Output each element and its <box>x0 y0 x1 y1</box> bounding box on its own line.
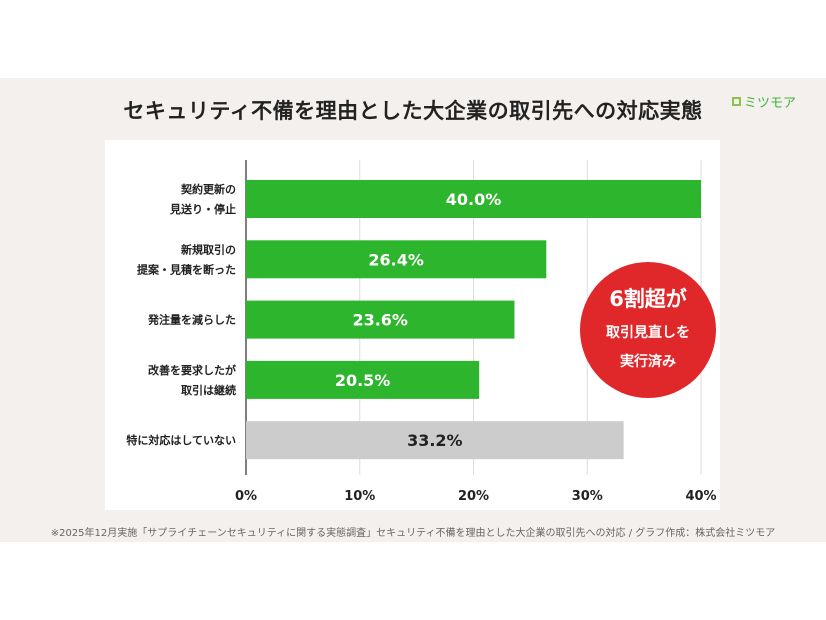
data-label: 33.2% <box>407 431 463 450</box>
category-label: 特に対応はしていない <box>126 433 236 447</box>
x-tick-label: 30% <box>572 489 603 504</box>
data-label: 26.4% <box>368 250 424 269</box>
x-tick-label: 10% <box>344 489 375 504</box>
x-tick-label: 0% <box>235 489 257 504</box>
callout-line2: 取引見直しを <box>606 324 690 341</box>
callout-line1: 6割超が <box>609 287 687 311</box>
category-label: 発注量を減らした <box>147 313 236 327</box>
category-label: 提案・見積を断った <box>137 262 236 276</box>
bar <box>246 240 547 279</box>
bar <box>246 421 624 460</box>
logo: ミツモア <box>732 92 796 111</box>
bar <box>246 300 515 339</box>
category-label: 改善を要求したが <box>148 363 236 377</box>
data-label: 23.6% <box>352 311 408 330</box>
chart-title: セキュリティ不備を理由とした大企業の取引先への対応実態 <box>123 99 703 123</box>
category-label: 取引は継続 <box>181 383 236 397</box>
logo-text: ミツモア <box>744 96 797 111</box>
x-tick-label: 40% <box>685 489 716 504</box>
bar <box>246 180 701 218</box>
category-label: 新規取引の <box>181 242 236 256</box>
logo-icon <box>732 97 741 106</box>
x-tick-label: 20% <box>458 489 489 504</box>
data-label: 20.5% <box>335 371 391 390</box>
callout-circle <box>580 262 716 398</box>
category-label: 見送り・停止 <box>169 202 236 216</box>
category-label: 契約更新の <box>180 182 236 196</box>
callout-line3: 実行済み <box>620 353 676 370</box>
bar <box>246 360 480 399</box>
data-label: 40.0% <box>446 190 502 209</box>
footnote: ※2025年12月実施「サプライチェーンセキュリティに関する実態調査」セキュリテ… <box>50 528 776 539</box>
